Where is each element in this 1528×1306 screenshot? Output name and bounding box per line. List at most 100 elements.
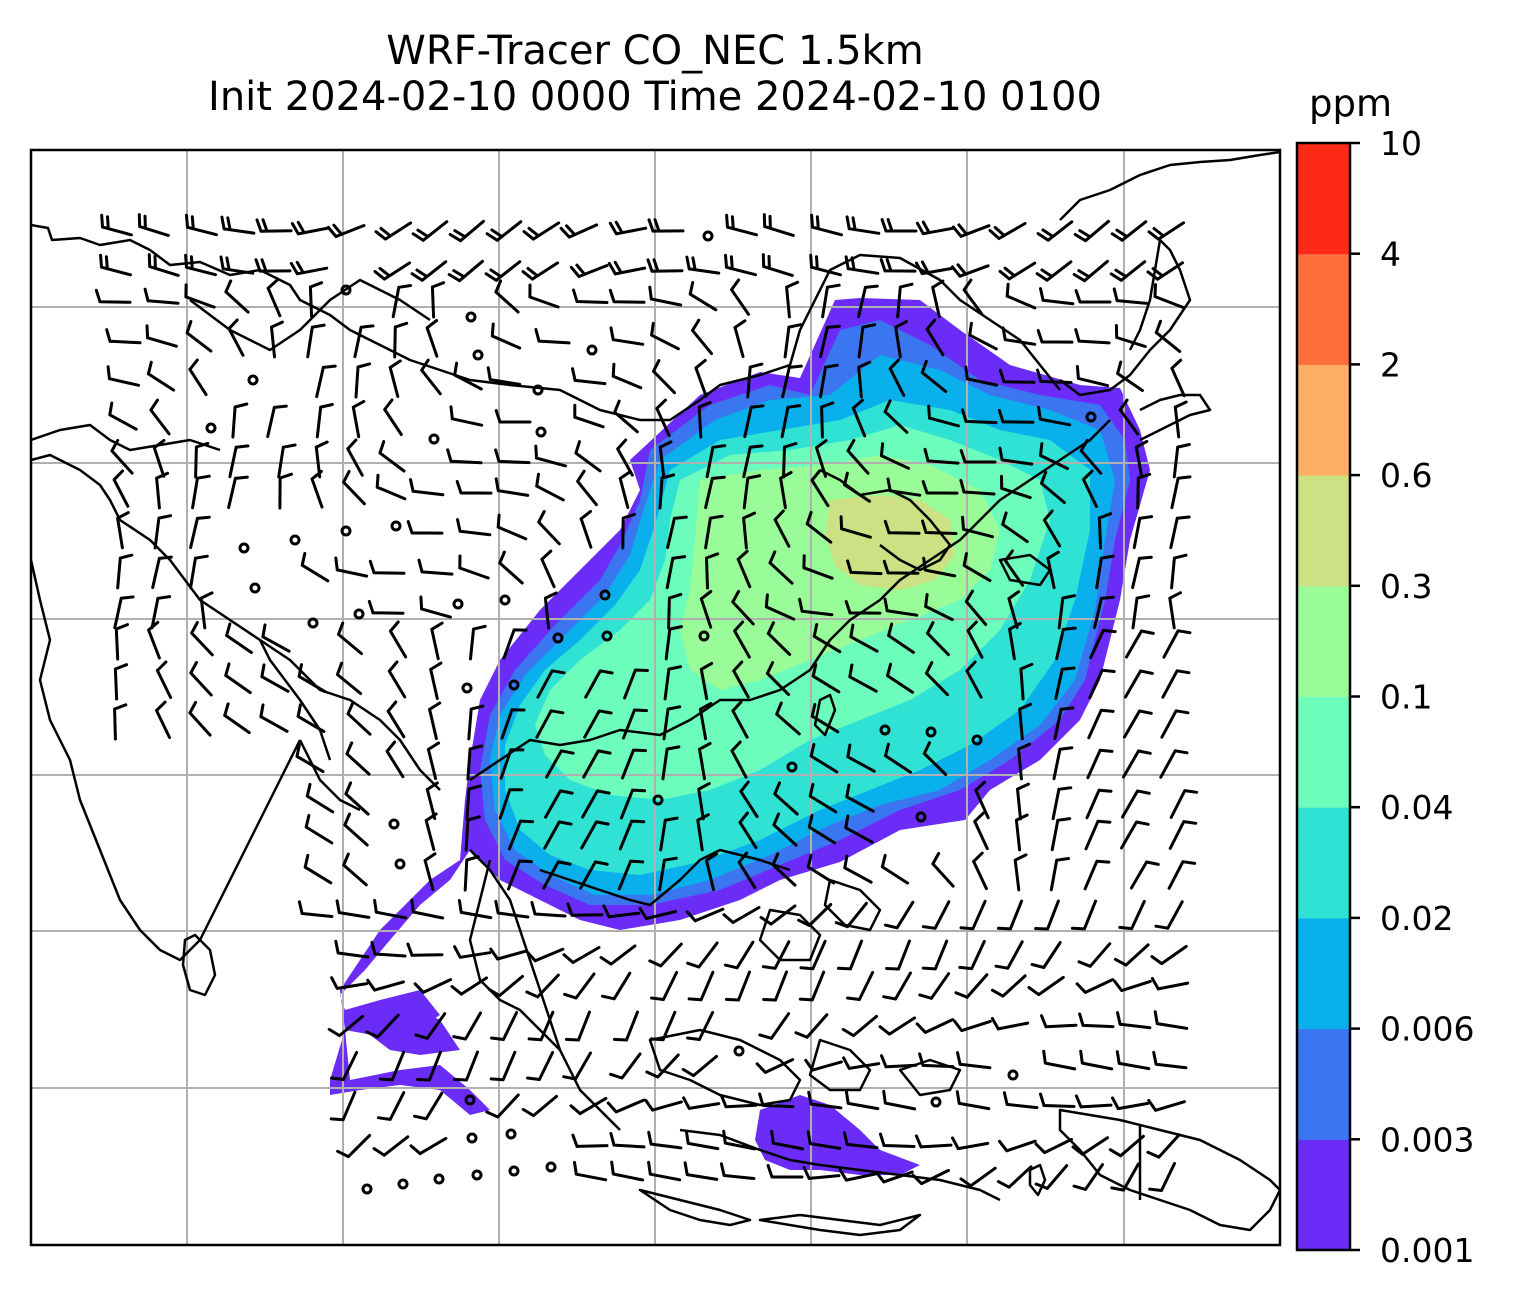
wind-barb	[344, 781, 370, 816]
wind-barb	[143, 287, 180, 305]
colorbar-tick-label: 0.02	[1380, 899, 1453, 938]
wind-barb	[962, 278, 984, 316]
wind-barb	[1083, 859, 1111, 891]
wind-barb	[810, 703, 840, 734]
wind-barb	[581, 789, 611, 819]
tracer-level-0.001	[755, 1095, 920, 1175]
colorbar-segment	[1297, 585, 1350, 697]
wind-barb	[1087, 708, 1115, 740]
wind-barb	[733, 620, 751, 659]
wind-barb	[799, 939, 827, 971]
wind-barb	[663, 665, 683, 701]
colorbar-segment	[1297, 807, 1350, 919]
wind-barb	[720, 1094, 758, 1109]
wind-barb	[571, 367, 607, 386]
wind-barb	[996, 1165, 1033, 1189]
wind-barb	[886, 477, 922, 497]
wind-barb	[621, 748, 647, 780]
wind-barb	[310, 469, 324, 509]
wind-barb	[1154, 319, 1182, 353]
wind-barb	[458, 554, 490, 580]
wind-barb	[484, 260, 522, 282]
coastline	[31, 559, 302, 962]
wind-barb	[959, 899, 987, 931]
wind-barb	[962, 552, 992, 583]
calm-wind-circle	[205, 422, 217, 434]
wind-barb	[342, 852, 368, 887]
wind-barb	[1036, 368, 1073, 384]
calm-wind-circle	[471, 1169, 483, 1181]
wind-barb	[661, 745, 681, 781]
wind-barb	[885, 939, 911, 971]
wind-barb	[622, 708, 648, 740]
wind-barb	[296, 703, 326, 734]
wind-barb	[883, 597, 919, 617]
wind-barb	[113, 595, 135, 630]
wind-barb	[425, 319, 439, 358]
wind-barb	[579, 509, 593, 549]
wind-barb	[464, 815, 481, 852]
wind-barb	[771, 852, 797, 887]
wind-barb	[260, 663, 290, 693]
wind-barb	[923, 447, 960, 465]
coastline	[469, 849, 621, 1131]
wind-barb	[543, 591, 558, 630]
wind-barb	[326, 223, 366, 238]
wind-barb	[534, 328, 571, 345]
wind-barb	[842, 1056, 881, 1070]
wind-barb	[1074, 328, 1111, 345]
wind-barb	[725, 970, 751, 1002]
wind-barb	[225, 622, 253, 654]
wind-barb	[880, 853, 910, 885]
wind-barb	[425, 781, 439, 820]
wind-barb	[704, 475, 726, 510]
wind-barb	[768, 550, 794, 585]
wind-barb	[662, 705, 682, 741]
wind-barb	[838, 1168, 878, 1182]
calm-wind-circle	[702, 230, 714, 242]
coastline	[298, 739, 361, 812]
wind-barb	[572, 288, 609, 304]
wind-barb	[409, 1136, 448, 1156]
wind-barb	[733, 319, 747, 358]
wind-barb	[1168, 591, 1182, 630]
wind-barb	[686, 941, 719, 969]
wind-barb	[485, 220, 523, 242]
wind-barb	[647, 1160, 682, 1182]
wind-barb	[996, 899, 1024, 931]
wind-barb	[723, 940, 755, 970]
wind-barb	[231, 402, 249, 439]
wind-barb	[334, 556, 369, 578]
wind-barb	[973, 811, 989, 851]
wind-barb	[1089, 628, 1117, 660]
wind-barb	[1034, 899, 1060, 931]
wind-barb	[851, 398, 867, 438]
wind-barb	[1159, 749, 1189, 779]
tracer-level-0.001	[370, 1005, 460, 1055]
wind-barb	[1136, 472, 1152, 510]
wind-barb	[959, 479, 996, 496]
wind-barb	[739, 780, 759, 819]
wind-barb	[189, 660, 213, 697]
wind-barb	[601, 971, 632, 1001]
wind-barb	[450, 976, 489, 996]
coastline	[679, 1128, 1001, 1202]
wind-barb	[738, 811, 758, 850]
wind-barb	[688, 281, 718, 312]
wind-barb	[1167, 860, 1197, 890]
wind-barb	[730, 740, 748, 779]
wind-barb	[699, 661, 714, 701]
wind-barb	[658, 473, 676, 510]
wind-barb	[920, 359, 948, 393]
wind-barb	[1042, 509, 1062, 548]
wind-barb	[1112, 287, 1149, 305]
coastline	[31, 423, 221, 452]
wind-barb	[1049, 857, 1071, 892]
wind-barb	[266, 278, 282, 318]
wind-barb	[1124, 669, 1154, 699]
coastline	[539, 848, 791, 907]
wind-barb	[797, 903, 833, 927]
wind-barb	[155, 700, 171, 739]
wind-barb	[808, 782, 838, 814]
coastline	[758, 1213, 922, 1237]
